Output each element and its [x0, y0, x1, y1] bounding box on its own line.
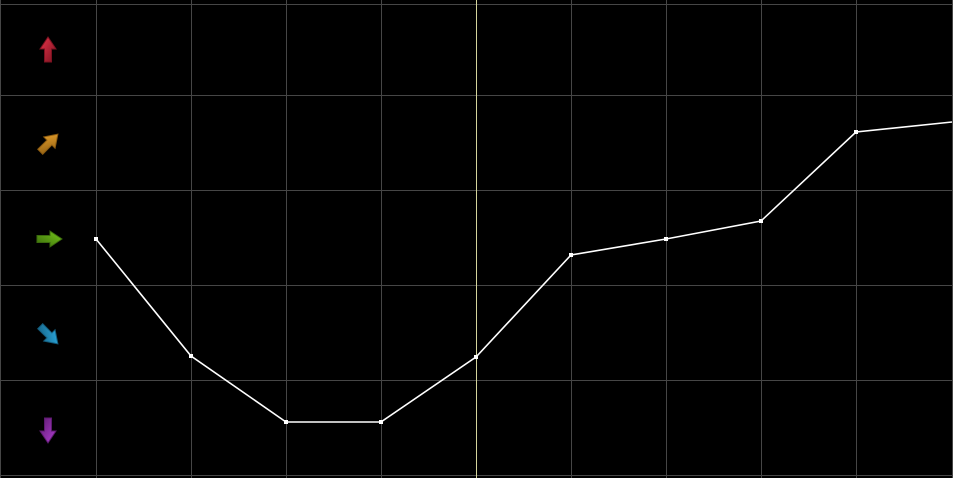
data-point-marker	[759, 219, 763, 223]
data-point-markers	[94, 130, 858, 424]
data-point-marker	[854, 130, 858, 134]
data-point-marker	[569, 253, 573, 257]
data-series-line	[95, 121, 953, 423]
data-point-marker	[474, 355, 478, 359]
data-point-marker	[94, 237, 98, 241]
data-point-marker	[664, 237, 668, 241]
data-point-marker	[284, 420, 288, 424]
data-point-marker	[379, 420, 383, 424]
series-polyline	[95, 121, 953, 423]
data-point-marker	[189, 354, 193, 358]
